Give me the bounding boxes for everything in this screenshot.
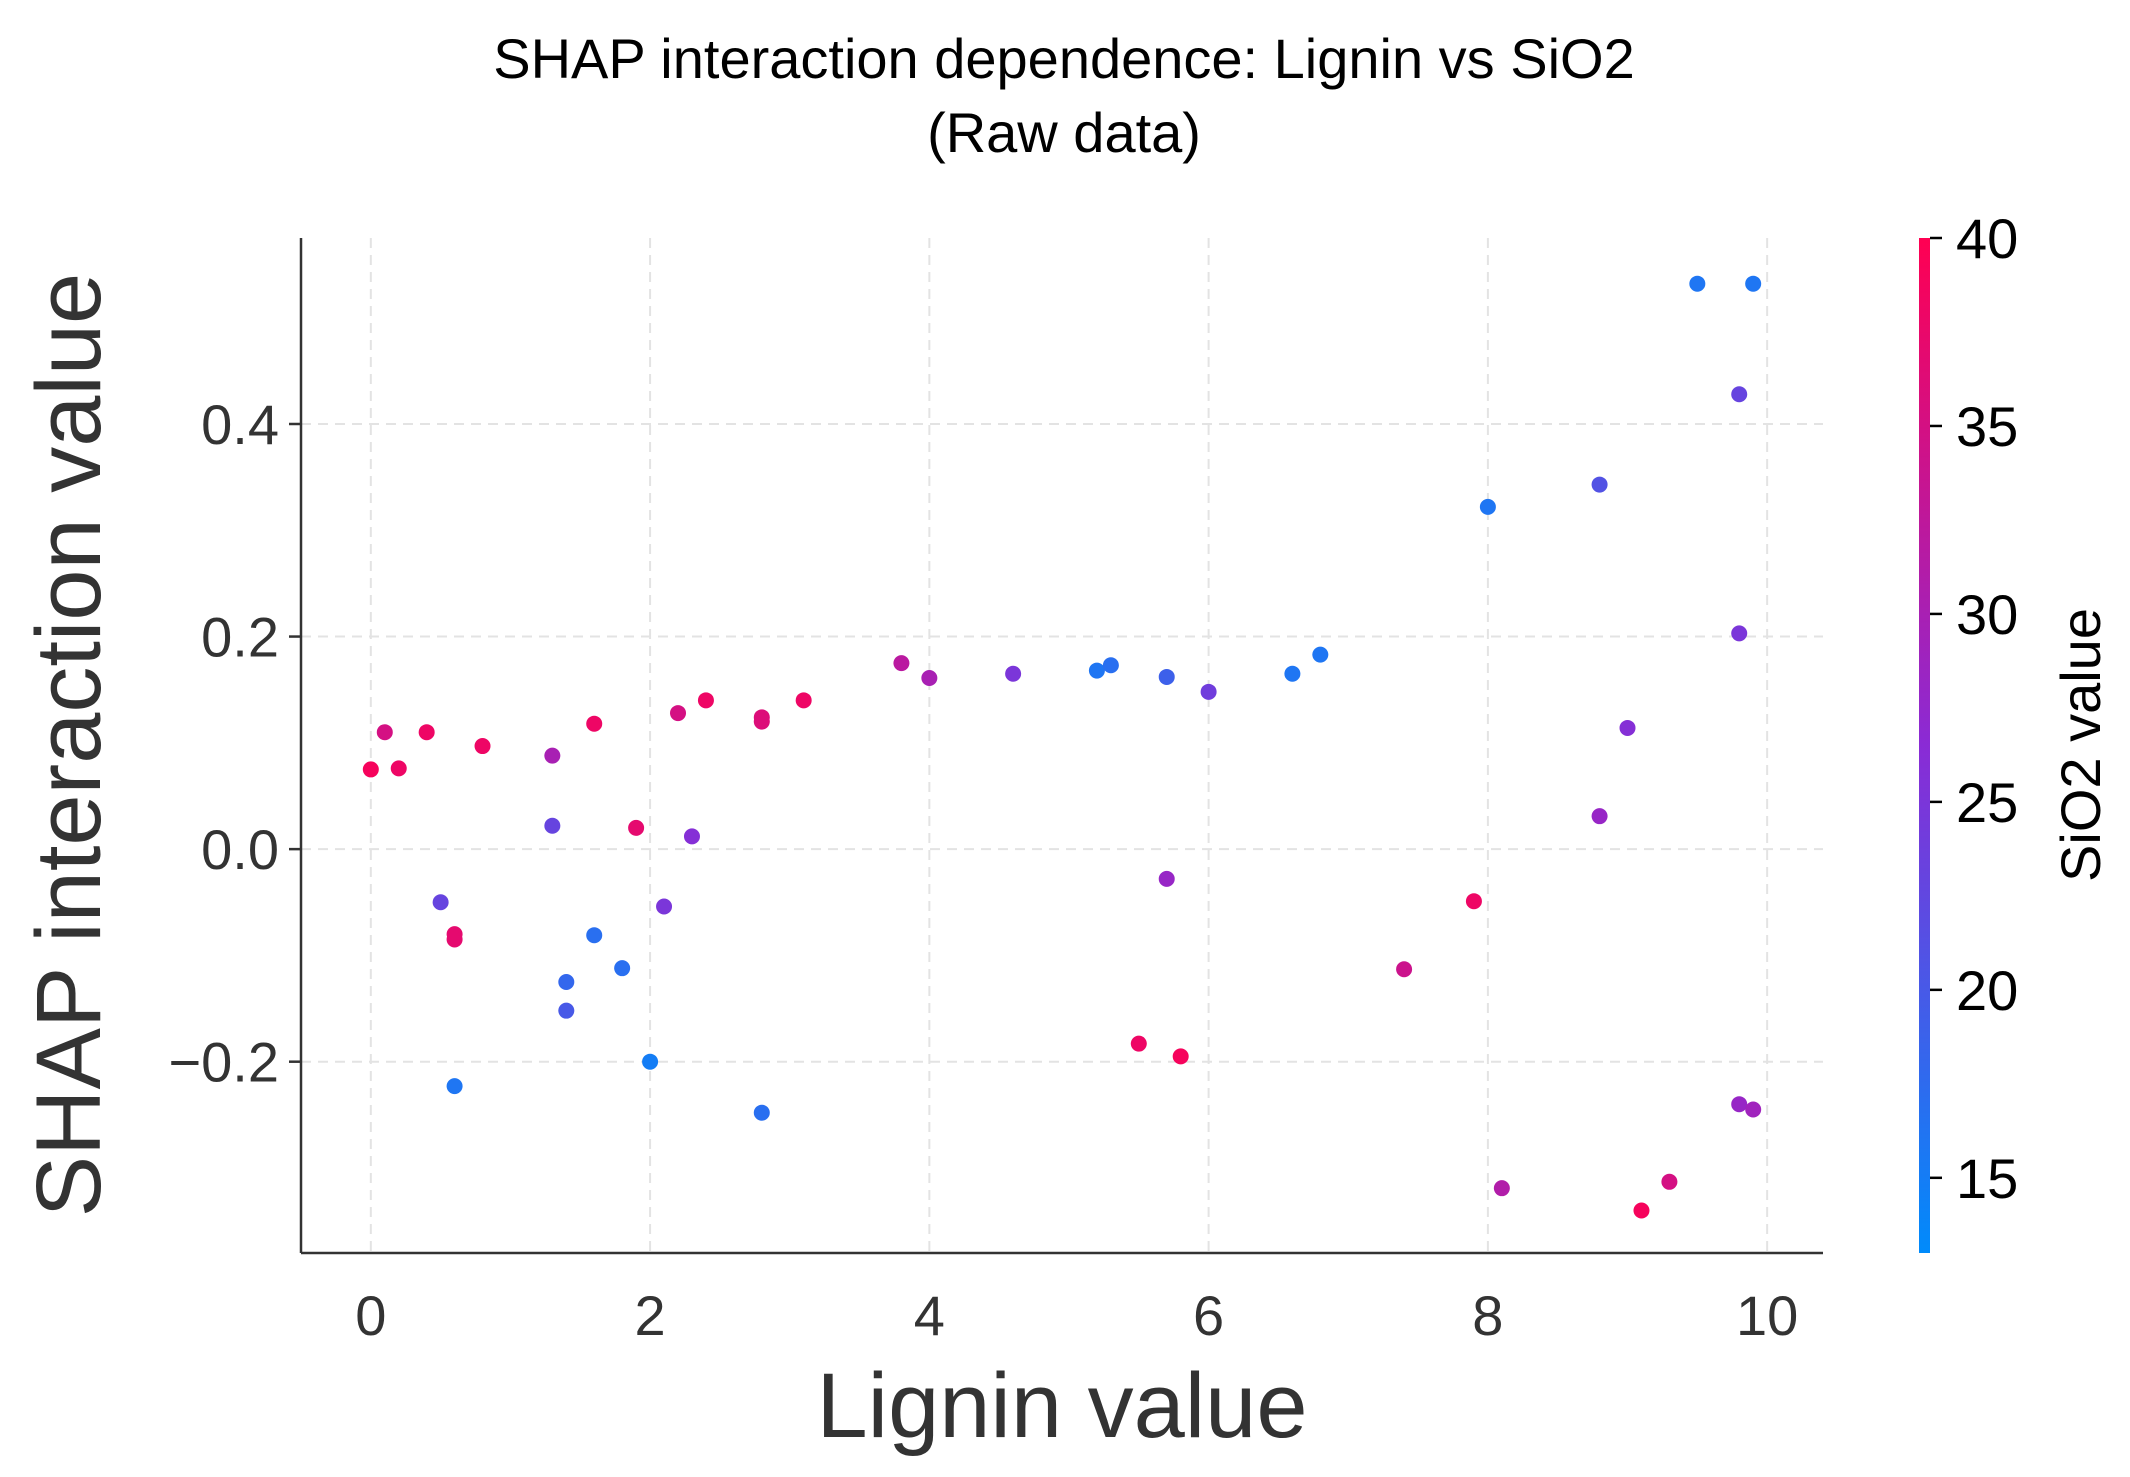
data-point xyxy=(921,670,938,687)
data-point xyxy=(1731,1096,1748,1113)
x-tick-label: 8 xyxy=(1472,1284,1503,1347)
chart-title: SHAP interaction dependence: Lignin vs S… xyxy=(493,27,1634,90)
colorbar-tick-label: 35 xyxy=(1956,395,2018,458)
data-point xyxy=(362,761,379,778)
data-point xyxy=(1745,275,1762,292)
data-point xyxy=(1689,275,1706,292)
data-point xyxy=(432,894,449,911)
data-point xyxy=(558,1002,575,1019)
x-ticks: 0 2 4 6 8 10 xyxy=(355,1284,1798,1347)
data-point xyxy=(474,738,491,755)
data-point xyxy=(1312,646,1329,663)
data-point xyxy=(795,692,812,709)
data-point xyxy=(753,1104,770,1121)
colorbar-tick-label: 40 xyxy=(1956,207,2018,270)
data-point xyxy=(1130,1035,1147,1052)
data-point xyxy=(544,817,561,834)
data-point xyxy=(446,931,463,948)
data-point xyxy=(1005,665,1022,682)
data-point xyxy=(1200,683,1217,700)
y-axis-label: SHAP interaction value xyxy=(18,273,120,1217)
data-point xyxy=(656,898,673,915)
data-point xyxy=(1479,498,1496,515)
data-point xyxy=(1745,1101,1762,1118)
data-point xyxy=(376,724,393,741)
data-point xyxy=(1102,657,1119,674)
data-point xyxy=(586,715,603,732)
data-point xyxy=(1633,1202,1650,1219)
y-ticks: −0.2 0.0 0.2 0.4 xyxy=(168,393,301,1094)
data-point xyxy=(558,973,575,990)
data-point xyxy=(1158,668,1175,685)
data-point xyxy=(642,1053,659,1070)
data-point xyxy=(697,692,714,709)
data-point xyxy=(753,713,770,730)
data-point xyxy=(893,655,910,672)
x-tick-label: 10 xyxy=(1736,1284,1798,1347)
data-point xyxy=(1088,662,1105,679)
scatter-points xyxy=(362,275,1762,1219)
y-tick-label: 0.4 xyxy=(201,393,279,456)
colorbar xyxy=(1919,238,1930,1253)
data-point xyxy=(1619,719,1636,736)
data-point xyxy=(1731,625,1748,642)
y-tick-label: 0.2 xyxy=(201,606,279,669)
colorbar-tick-label: 25 xyxy=(1956,771,2018,834)
x-tick-label: 6 xyxy=(1193,1284,1224,1347)
data-point xyxy=(1172,1048,1189,1065)
data-point xyxy=(1284,665,1301,682)
data-point xyxy=(670,705,687,722)
data-point xyxy=(390,760,407,777)
data-point xyxy=(1591,808,1608,825)
data-point xyxy=(1731,386,1748,403)
data-point xyxy=(1396,961,1413,978)
data-point xyxy=(1591,476,1608,493)
data-point xyxy=(1661,1173,1678,1190)
chart-subtitle: (Raw data) xyxy=(927,101,1201,164)
data-point xyxy=(418,724,435,741)
data-point xyxy=(1493,1180,1510,1197)
colorbar-label: SiO2 value xyxy=(2049,608,2112,882)
data-point xyxy=(614,960,631,977)
colorbar-tick-label: 15 xyxy=(1956,1147,2018,1210)
data-point xyxy=(1158,870,1175,887)
x-axis-label: Lignin value xyxy=(816,1355,1307,1457)
data-point xyxy=(586,927,603,944)
colorbar-ticks: 15 20 25 30 35 40 xyxy=(1930,207,2018,1210)
colorbar-tick-label: 20 xyxy=(1956,959,2018,1022)
data-point xyxy=(446,1078,463,1095)
data-point xyxy=(628,819,645,836)
data-point xyxy=(544,747,561,764)
y-tick-label: −0.2 xyxy=(168,1031,279,1094)
x-tick-label: 2 xyxy=(635,1284,666,1347)
data-point xyxy=(683,828,700,845)
grid xyxy=(301,238,1823,1253)
y-tick-label: 0.0 xyxy=(201,818,279,881)
x-tick-label: 4 xyxy=(914,1284,945,1347)
colorbar-tick-label: 30 xyxy=(1956,583,2018,646)
data-point xyxy=(1465,893,1482,910)
x-tick-label: 0 xyxy=(355,1284,386,1347)
